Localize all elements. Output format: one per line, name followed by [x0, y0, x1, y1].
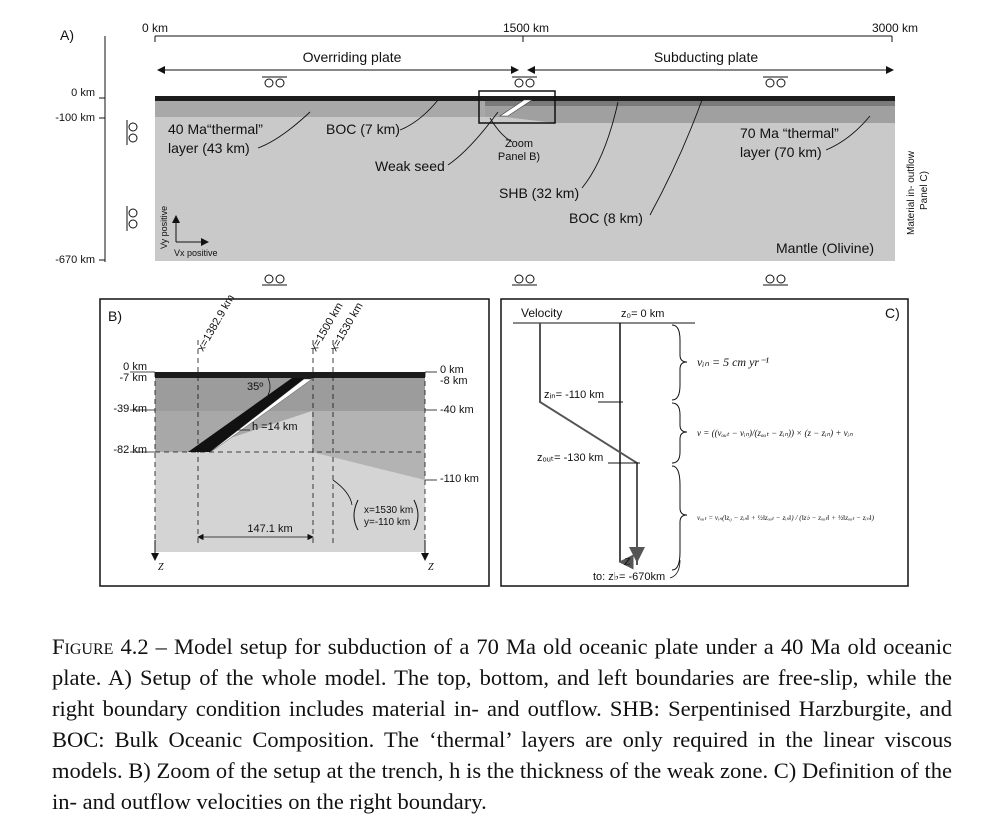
b-right-depth-110: -110 km — [440, 473, 479, 485]
zoom-line2: Panel B) — [498, 151, 540, 163]
overriding-plate-label: Overriding plate — [303, 49, 402, 65]
c-eq-vout: vₒᵤₜ = vᵢₙ(‖z₀ − zᵢₙ‖ + ½‖zₒᵤₜ − zᵢₙ‖) /… — [697, 514, 875, 522]
outflow-line2: Panel C) — [919, 171, 930, 210]
thermal-layer-40 — [155, 100, 485, 117]
panel-a-label: A) — [60, 27, 74, 43]
b-weak-zone — [209, 378, 313, 453]
thermal-70-line2: layer (70 km) — [740, 144, 822, 160]
c-to-label: to: z♭= -670km — [593, 571, 665, 583]
depth-tick-670: -670 km — [55, 254, 95, 266]
surface-crust — [155, 96, 895, 101]
c-z-label: Z — [624, 556, 631, 568]
weak-seed-label: Weak seed — [375, 158, 445, 174]
vx-positive-label: Vx positive — [174, 248, 218, 258]
caption-label: Figure 4.2 — [52, 633, 149, 659]
b-point-y: y=-110 km — [364, 517, 410, 528]
mantle-label: Mantle (Olivine) — [776, 240, 874, 256]
x-tick-1500: 1500 km — [503, 21, 549, 35]
outflow-line1: Material in- outflow — [906, 150, 917, 235]
b-crust — [155, 372, 425, 378]
panel-b-label: B) — [108, 308, 122, 324]
boc-7-label: BOC (7 km) — [326, 121, 400, 137]
vy-positive-label: Vy positive — [159, 206, 169, 249]
boc-8-label: BOC (8 km) — [569, 210, 643, 226]
x-tick-0: 0 km — [142, 21, 168, 35]
weak-seed — [499, 99, 533, 117]
panel-a: A) 0 km 1500 km 3000 km 0 km -100 km -67… — [55, 21, 930, 286]
b-width-label: 147.1 km — [247, 523, 292, 535]
b-right-depth-0: 0 km — [440, 364, 464, 376]
b-z-right: Z — [428, 562, 434, 573]
shb-label: SHB (32 km) — [499, 185, 579, 201]
b-lithosphere-70 — [188, 411, 425, 480]
b-slab-crust — [188, 378, 312, 452]
c-eq-vin: vᵢₙ = 5 cm yr⁻¹ — [697, 355, 769, 369]
panel-b: B) Z Z x=1382.9 km x=1500 km x=1530 km 0… — [99, 293, 490, 587]
panel-c-frame — [500, 298, 909, 587]
c-profile-arrow — [629, 547, 645, 563]
figure-caption: Figure 4.2 – Model setup for subduction … — [52, 631, 952, 817]
c-velocity-label: Velocity — [521, 306, 562, 320]
b-left-depth-39: -39 km — [113, 403, 147, 415]
b-z-left: Z — [158, 562, 164, 573]
thermal-40-line1: 40 Ma“thermal” — [168, 121, 263, 137]
c-velocity-profile — [539, 323, 638, 565]
b-left-depth-82: -82 km — [113, 444, 147, 456]
zoom-box — [478, 90, 556, 124]
figure-4-2: A) 0 km 1500 km 3000 km 0 km -100 km -67… — [55, 21, 930, 587]
b-point-x: x=1530 km — [364, 505, 413, 516]
depth-tick-0: 0 km — [71, 87, 95, 99]
panel-c: C) Velocity z₀= 0 km zᵢₙ= -110 km zₒᵤₜ= … — [500, 298, 909, 587]
b-right-depth-40: -40 km — [440, 404, 474, 416]
thermal-40-line2: layer (43 km) — [168, 140, 250, 156]
c-eq-v: v = ((vₒᵤₜ − vᵢₙ)/(zₒᵤₜ − zᵢₙ)) × (z − z… — [697, 428, 853, 438]
b-left-depth-7: -7 km — [120, 372, 148, 384]
b-h-label: h =14 km — [252, 421, 298, 433]
free-slip-symbols — [126, 76, 788, 286]
c-z0-label: z₀= 0 km — [621, 308, 664, 320]
thermal-70-line1: 70 Ma “thermal” — [740, 125, 839, 141]
x-tick-3000: 3000 km — [872, 21, 918, 35]
c-zin-label: zᵢₙ= -110 km — [544, 389, 604, 401]
c-zout-label: zₒᵤₜ= -130 km — [537, 452, 603, 464]
zoom-line1: Zoom — [505, 138, 533, 150]
b-right-depth-8: -8 km — [440, 375, 468, 387]
shb-layer — [485, 101, 895, 106]
b-left-depth-0: 0 km — [123, 361, 147, 373]
depth-tick-100: -100 km — [55, 112, 95, 124]
panel-c-label: C) — [885, 305, 900, 321]
caption-text: – Model setup for subduction of a 70 Ma … — [52, 633, 952, 814]
b-angle-label: 35º — [247, 381, 263, 393]
subducting-plate-label: Subducting plate — [654, 49, 759, 65]
